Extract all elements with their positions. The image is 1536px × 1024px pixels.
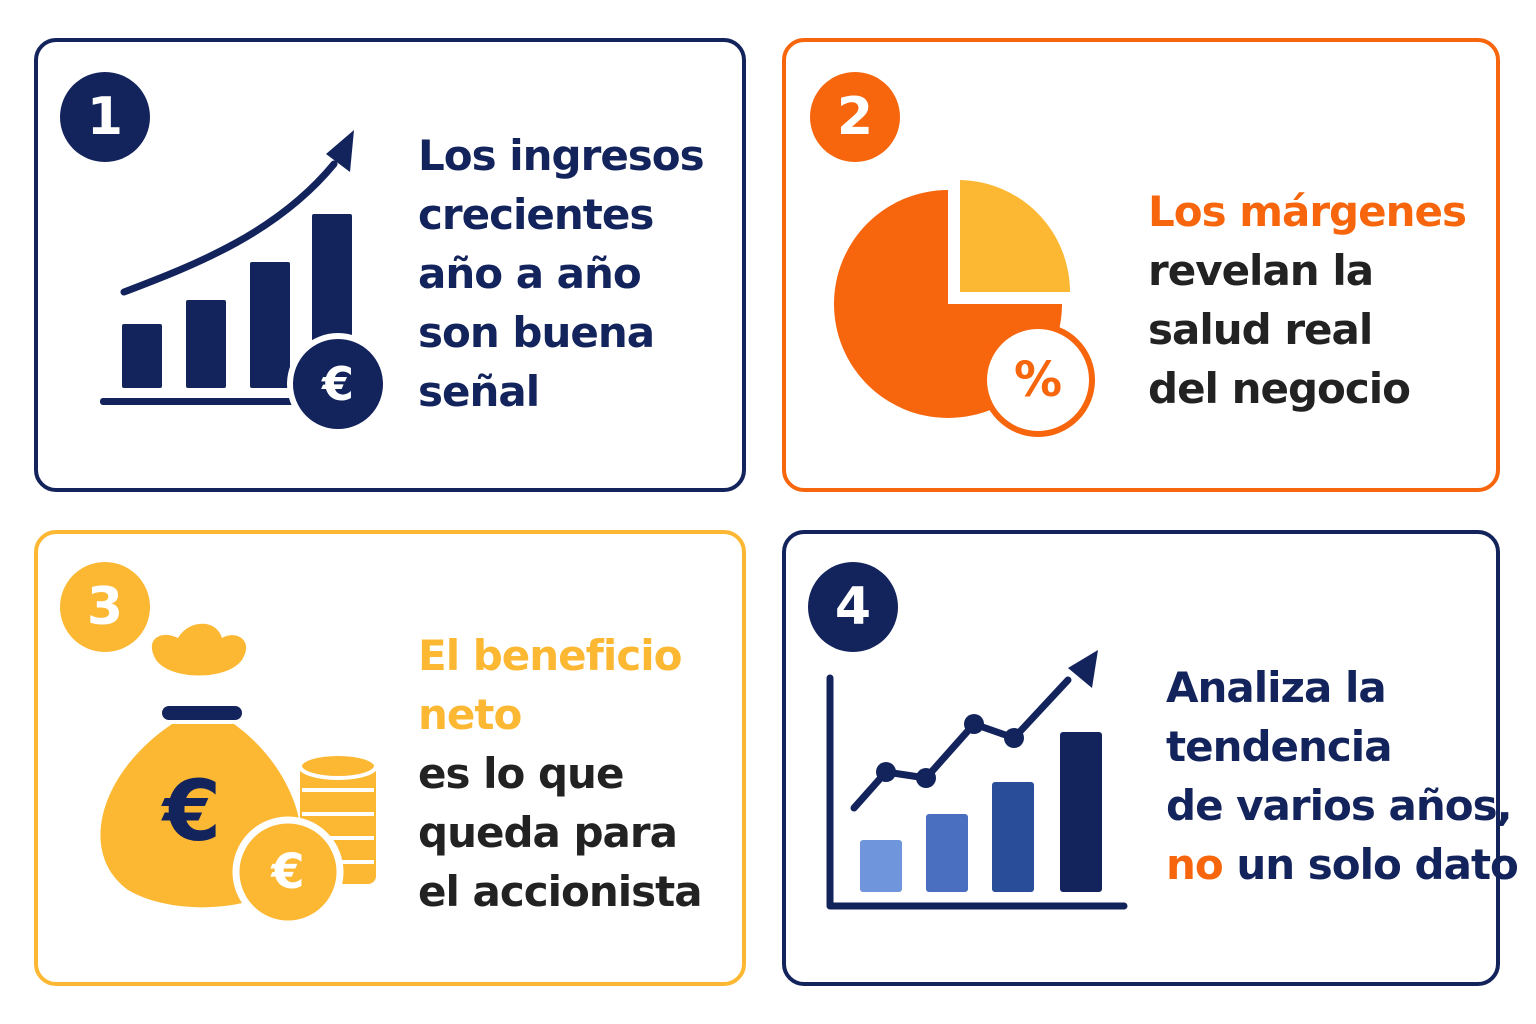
pie-chart-percent-icon — [834, 180, 1095, 437]
card-4-line: de varios años, — [1166, 781, 1513, 830]
card-4-text: Analiza la tendencia de varios años, no … — [1166, 658, 1519, 894]
coin-euro-symbol: € — [271, 844, 305, 900]
euro-coin-symbol: € — [321, 357, 354, 411]
card-3-line: queda para — [418, 808, 678, 857]
card-3-highlight: neto — [418, 690, 522, 739]
percent-symbol: % — [1013, 352, 1063, 408]
card-1-line: señal — [418, 367, 540, 416]
card-3-text: El beneficio neto es lo que queda para e… — [418, 626, 703, 921]
card-1-line: son buena — [418, 308, 655, 357]
money-bag-coins-icon — [100, 623, 378, 928]
card-4-line: Analiza la — [1166, 663, 1387, 712]
card-2-line: revelan la — [1148, 246, 1374, 295]
bag-euro-symbol: € — [162, 762, 222, 860]
card-1-text: Los ingresos crecientes año a año son bu… — [418, 126, 705, 421]
card-4-last-line: no un solo dato — [1166, 835, 1519, 894]
card-tendencia: 4 Analiza la tendencia de varios años, n… — [782, 530, 1519, 986]
card-1-line: Los ingresos — [418, 131, 705, 180]
card-2-text: Los márgenes revelan la salud real del n… — [1148, 182, 1467, 418]
step-badge-2: 2 — [810, 72, 900, 162]
step-badge-3: 3 — [60, 562, 150, 652]
trend-bar-line-chart-icon — [826, 650, 1128, 910]
card-margenes: 2 % Los márgenes revelan la salud real d… — [782, 38, 1500, 492]
rising-bar-chart-euro-icon — [100, 130, 389, 435]
card-2-line: del negocio — [1148, 364, 1411, 413]
step-badge-1: 1 — [60, 72, 150, 162]
card-1-line: año a año — [418, 249, 642, 298]
card-3-line: es lo que — [418, 749, 624, 798]
card-4-line-rest: un solo dato — [1222, 840, 1519, 889]
card-3-line: el accionista — [418, 867, 703, 916]
card-beneficio: 3 € € El beneficio neto es lo que queda … — [34, 530, 746, 986]
card-3-highlight: El beneficio — [418, 631, 682, 680]
card-4-highlight: no — [1166, 840, 1224, 889]
card-2-line: salud real — [1148, 305, 1373, 354]
card-4-line: tendencia — [1166, 722, 1393, 771]
card-2-highlight: Los márgenes — [1148, 187, 1467, 236]
step-badge-4: 4 — [808, 562, 898, 652]
card-1-line: crecientes — [418, 190, 654, 239]
card-ingresos: 1 € Los ingresos crecientes año a año so… — [34, 38, 746, 492]
